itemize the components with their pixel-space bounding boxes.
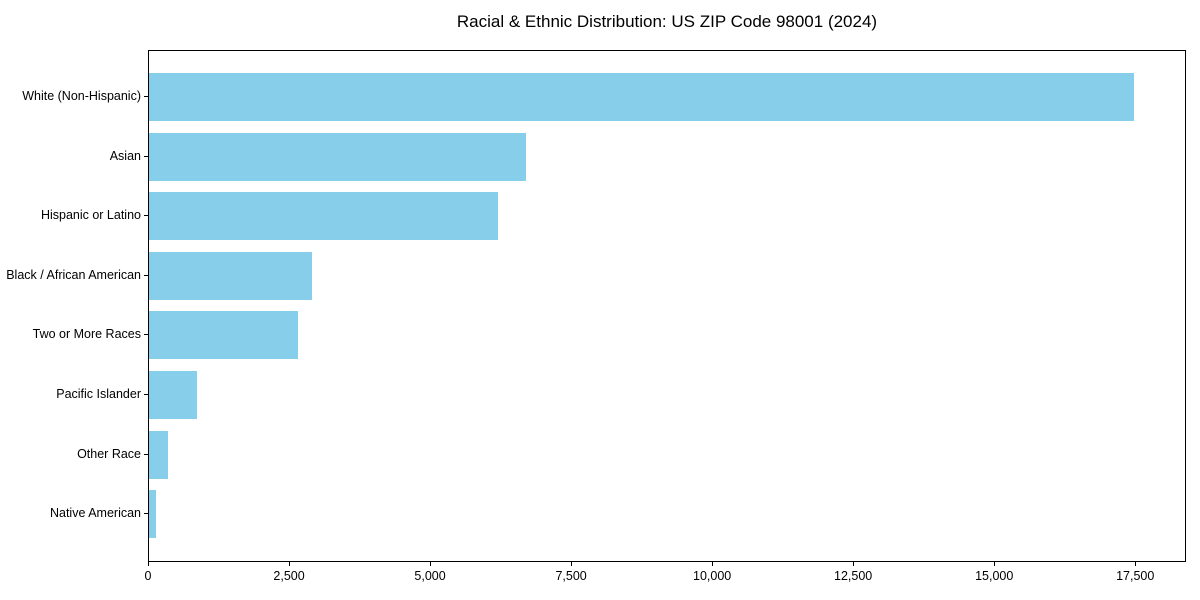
bar-other-race xyxy=(149,430,169,479)
bar-native-american xyxy=(149,490,157,539)
bar-black-african-american xyxy=(149,251,312,300)
x-tick-mark xyxy=(289,562,291,566)
y-tick-label: Black / African American xyxy=(6,267,141,282)
x-tick-mark xyxy=(994,562,996,566)
bar-pacific-islander xyxy=(149,371,197,419)
y-tick-label: White (Non-Hispanic) xyxy=(22,89,141,103)
x-tick-label: 12,500 xyxy=(834,569,873,583)
x-tick-mark xyxy=(712,562,714,566)
y-tick-mark xyxy=(144,155,148,157)
x-tick-mark xyxy=(853,562,855,566)
y-tick-mark xyxy=(144,453,148,455)
bar-asian xyxy=(149,132,527,181)
chart-title: Racial & Ethnic Distribution: US ZIP Cod… xyxy=(456,12,878,31)
bar-white-non-hispanic xyxy=(149,73,1135,121)
x-tick-label: 7,500 xyxy=(555,569,587,583)
x-tick-mark xyxy=(148,562,149,566)
y-tick-mark xyxy=(144,513,148,515)
y-tick-label: Two or More Races xyxy=(32,327,141,342)
y-tick-label: Native American xyxy=(49,506,141,521)
x-tick-label: 2,500 xyxy=(273,569,305,583)
bar-two-or-more-races xyxy=(149,311,298,360)
x-tick-mark xyxy=(1135,562,1137,566)
y-tick-mark xyxy=(144,215,148,217)
plot-area xyxy=(148,50,1186,562)
y-tick-mark xyxy=(144,394,148,395)
y-tick-label: Hispanic or Latino xyxy=(40,208,141,223)
y-tick-label: Asian xyxy=(109,148,141,163)
x-tick-label: 15,000 xyxy=(975,569,1014,583)
x-tick-mark xyxy=(571,562,573,566)
y-tick-mark xyxy=(144,274,148,276)
y-tick-label: Pacific Islander xyxy=(56,387,141,401)
y-tick-mark xyxy=(144,334,148,336)
x-tick-mark xyxy=(430,562,432,566)
x-tick-label: 10,000 xyxy=(693,569,732,583)
bar-hispanic-or-latino xyxy=(149,192,498,241)
x-tick-label: 5,000 xyxy=(414,569,446,583)
x-tick-label: 0 xyxy=(144,569,152,583)
x-tick-label: 17,500 xyxy=(1116,569,1155,583)
y-tick-mark xyxy=(144,96,148,97)
y-tick-label: Other Race xyxy=(77,446,141,461)
